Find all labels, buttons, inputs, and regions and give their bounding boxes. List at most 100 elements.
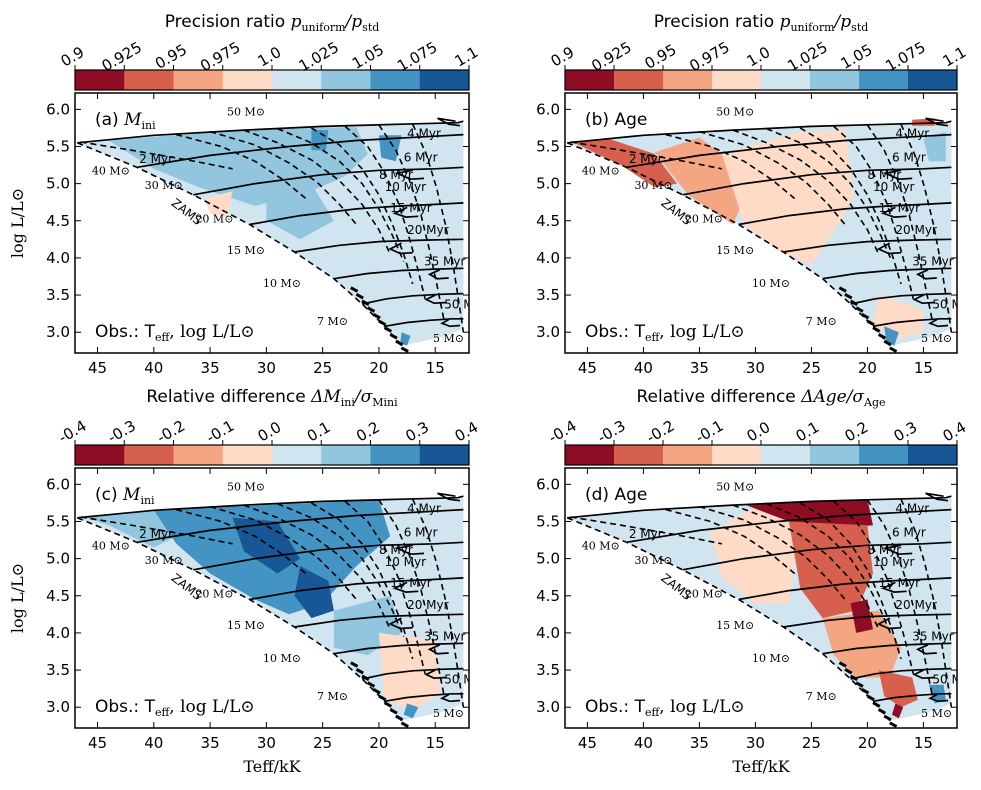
isochrone-line xyxy=(833,500,915,674)
isochrone-label: 6 Myr xyxy=(892,525,926,539)
track-hatch xyxy=(855,681,864,688)
mass-label: 30 M⊙ xyxy=(145,179,183,192)
mass-label: 40 M⊙ xyxy=(92,165,130,178)
colorbar-segment xyxy=(565,445,615,465)
colorbar-tick-label: 0.0 xyxy=(744,418,774,446)
colorbar-segment xyxy=(712,445,762,465)
colorbar-tick-label: 1.0 xyxy=(744,43,774,71)
track-hook xyxy=(876,242,902,255)
isochrone-line xyxy=(866,499,934,697)
track-hook xyxy=(427,269,449,280)
x-tick-label: 40 xyxy=(144,734,163,752)
colorbar-segment xyxy=(75,445,125,465)
track-hatch xyxy=(844,293,853,300)
colorbar-tick-label: 0.95 xyxy=(642,41,680,73)
track-hatch xyxy=(378,319,387,327)
isochrone-line xyxy=(277,127,405,262)
colorbar-tick-label: 0.3 xyxy=(402,418,432,446)
colorbar-segment xyxy=(565,70,615,90)
track-hook xyxy=(392,581,419,593)
panel-label-sub: ini xyxy=(140,494,155,507)
panel-label-var: M xyxy=(122,485,141,505)
isochrone-label: 15 Myr xyxy=(390,201,432,215)
colorbar-title: Relative difference ΔAge/σAge xyxy=(636,387,885,409)
heatmap-patch xyxy=(232,517,301,574)
heatmap-patch xyxy=(845,125,913,296)
colorbar-title: Precision ratio puniform/pstd xyxy=(654,12,869,34)
isochrone-label: 6 Myr xyxy=(892,150,926,164)
x-tick-label: 20 xyxy=(858,734,877,752)
colorbar-tick-label: 0.4 xyxy=(452,418,482,446)
x-tick-label: 15 xyxy=(426,734,445,752)
track-hook xyxy=(388,242,413,255)
isochrone-line xyxy=(411,123,465,333)
evolutionary-track xyxy=(384,317,464,328)
heatmap-patch xyxy=(884,326,899,346)
mass-label: 20 M⊙ xyxy=(685,587,723,600)
colorbar-segment xyxy=(761,70,811,90)
colorbar-segment xyxy=(124,445,174,465)
x-tick-label: 35 xyxy=(201,734,220,752)
isochrone-label: 15 Myr xyxy=(879,576,921,590)
y-tick-label: 3.0 xyxy=(536,323,560,341)
evolutionary-track xyxy=(249,577,464,601)
y-tick-label: 4.0 xyxy=(46,624,70,642)
mass-label: 5 M⊙ xyxy=(921,332,952,345)
colorbar-tick-label: 1.05 xyxy=(349,41,387,73)
panel-label-text: (a) xyxy=(95,110,124,130)
track-hook xyxy=(882,544,913,556)
isochrone-line xyxy=(209,505,358,601)
zams-label: ZAMS xyxy=(658,196,694,228)
evolutionary-track xyxy=(822,642,952,655)
track-hatch xyxy=(866,694,875,702)
track-hatch xyxy=(389,708,398,715)
y-axis-label: log L/L⊙ xyxy=(8,188,27,258)
panel-label: (a) Mini xyxy=(95,110,156,132)
evolutionary-track xyxy=(333,642,464,655)
isochrone-line xyxy=(699,505,846,601)
track-hatch xyxy=(395,339,404,347)
isochrone-line xyxy=(209,130,358,226)
isochrone-label: 8 Myr xyxy=(867,543,901,557)
mass-label: 30 M⊙ xyxy=(145,554,183,567)
evolutionary-track xyxy=(850,667,952,680)
heatmap-patch xyxy=(892,703,904,719)
y-tick-label: 3.5 xyxy=(46,286,70,304)
isochrone-label: 20 Myr xyxy=(407,223,449,237)
colorbar-segment xyxy=(859,445,909,465)
isochrone-line xyxy=(411,498,465,708)
obs-label-text: Obs.: T xyxy=(95,322,156,342)
y-tick-label: 4.5 xyxy=(46,212,70,230)
evolutionary-track xyxy=(738,577,952,601)
colorbar-title-sub: uniform xyxy=(790,21,835,34)
track-hatch xyxy=(372,688,381,695)
track-hatch xyxy=(889,721,898,728)
isochrone-label: 4 Myr xyxy=(895,502,929,516)
evolutionary-track xyxy=(626,133,952,169)
mass-label: 5 M⊙ xyxy=(433,332,464,345)
colorbar-title-math: p xyxy=(780,12,791,32)
obs-label-rest: , log L/L⊙ xyxy=(659,322,744,342)
x-tick-label: 35 xyxy=(690,359,709,377)
isochrone-label: 15 Myr xyxy=(390,576,432,590)
evolutionary-track xyxy=(567,495,952,519)
colorbar-title-text: Precision ratio xyxy=(654,12,780,32)
colorbar-title-sub: Mini xyxy=(372,396,398,409)
panel-label-text: (b) Age xyxy=(585,110,647,130)
mass-label: 15 M⊙ xyxy=(227,619,265,632)
colorbar-title: Precision ratio puniform/pstd xyxy=(165,12,380,34)
isochrone-label: 50 Myr xyxy=(444,672,486,686)
track-hook xyxy=(912,669,935,680)
evolutionary-track xyxy=(682,166,952,196)
colorbar-segment xyxy=(614,70,664,90)
colorbar-segment xyxy=(761,445,811,465)
colorbar-title-sub: std xyxy=(362,21,379,34)
evolutionary-track xyxy=(136,133,464,169)
track-hatch xyxy=(400,721,409,728)
isochrone-line xyxy=(833,125,915,299)
track-hook xyxy=(876,617,902,630)
mass-label: 10 M⊙ xyxy=(752,652,790,665)
isochrone-label: 10 Myr xyxy=(385,555,427,569)
colorbar-title-sep: /p xyxy=(344,12,363,32)
